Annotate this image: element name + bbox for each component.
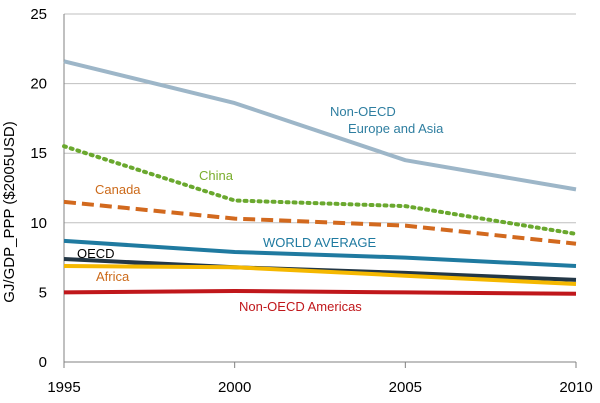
series-line-world-average: [63, 238, 577, 268]
series-label: China: [199, 168, 234, 183]
axes: 0 5 10 15 20 25 1995 2000 2005 2010: [30, 6, 592, 396]
y-tick-label: 10: [30, 215, 47, 232]
series-label: OECD: [77, 246, 115, 261]
y-tick-label: 5: [39, 284, 47, 301]
series-line-canada: [63, 199, 577, 246]
series-labels: Non-OECD Europe and Asia China Canada WORLD …: [77, 104, 444, 314]
series-label: Non-OECD: [330, 104, 396, 119]
x-tick-label: 2000: [218, 379, 251, 396]
y-tick-label: 25: [30, 6, 47, 23]
series-label: WORLD AVERAGE: [263, 235, 377, 250]
series-label: Non-OECD Americas: [239, 299, 362, 314]
series-lines: [62, 59, 578, 296]
y-tick-label: 15: [30, 145, 47, 162]
x-tick-label: 2005: [389, 379, 422, 396]
series-label: Africa: [96, 269, 130, 284]
series-label: Canada: [95, 182, 141, 197]
x-tick-label: 1995: [47, 379, 80, 396]
y-tick-label: 20: [30, 76, 47, 93]
y-axis-title: GJ/GDP_PPP ($2005USD): [1, 121, 18, 302]
series-line-china: [62, 144, 578, 236]
series-line-non-oecd-americas: [63, 289, 577, 296]
y-tick-label: 0: [39, 354, 47, 371]
series-line-africa: [63, 264, 577, 286]
gridlines: [64, 13, 576, 293]
x-tick-label: 2010: [559, 379, 592, 396]
series-line-non-oecd-europe-and-asia: [63, 59, 577, 192]
series-label: Europe and Asia: [348, 121, 444, 136]
